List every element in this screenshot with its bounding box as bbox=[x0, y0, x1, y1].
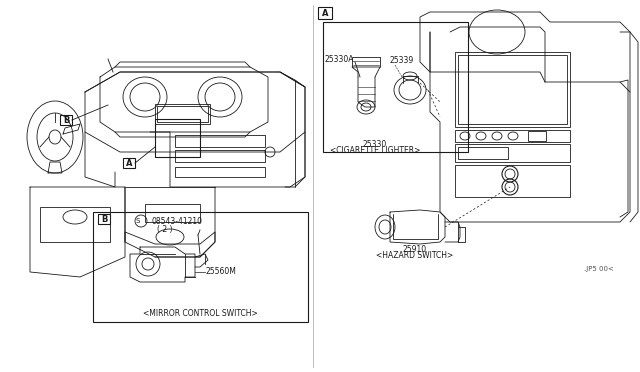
Bar bbox=[175, 135, 265, 147]
Text: 08543-41210: 08543-41210 bbox=[151, 217, 202, 225]
Bar bbox=[455, 52, 570, 127]
Text: 25330: 25330 bbox=[363, 140, 387, 148]
Bar bbox=[175, 150, 265, 162]
Bar bbox=[40, 207, 110, 242]
Text: <CIGARETTE LIGHTER>: <CIGARETTE LIGHTER> bbox=[330, 145, 420, 154]
Text: 25560M: 25560M bbox=[205, 267, 236, 276]
Bar bbox=[458, 55, 567, 124]
Bar bbox=[455, 144, 570, 162]
Bar bbox=[455, 165, 570, 197]
Bar bbox=[175, 167, 265, 177]
Bar bbox=[323, 22, 468, 152]
Ellipse shape bbox=[49, 130, 61, 144]
Text: 25330A: 25330A bbox=[325, 55, 355, 64]
Text: B: B bbox=[63, 115, 69, 125]
Bar bbox=[528, 131, 546, 141]
Text: ( 2 ): ( 2 ) bbox=[157, 224, 173, 234]
Text: <MIRROR CONTROL SWITCH>: <MIRROR CONTROL SWITCH> bbox=[143, 310, 257, 318]
Text: <HAZARD SWITCH>: <HAZARD SWITCH> bbox=[376, 251, 454, 260]
Text: 25339: 25339 bbox=[390, 55, 414, 64]
Bar bbox=[123, 158, 135, 168]
Bar bbox=[157, 106, 208, 122]
Bar bbox=[98, 214, 110, 224]
Text: 25910: 25910 bbox=[403, 244, 427, 253]
Text: .JP5 00<: .JP5 00< bbox=[584, 266, 614, 272]
Bar bbox=[458, 147, 508, 159]
Text: A: A bbox=[125, 158, 132, 167]
Bar bbox=[455, 130, 570, 142]
Bar bbox=[155, 119, 200, 157]
Bar bbox=[145, 204, 200, 222]
Text: S: S bbox=[136, 218, 140, 224]
Bar bbox=[318, 7, 332, 19]
Text: A: A bbox=[322, 9, 328, 17]
Bar bbox=[93, 212, 308, 322]
Text: B: B bbox=[101, 215, 107, 224]
Bar bbox=[155, 104, 210, 124]
Bar bbox=[60, 115, 72, 125]
